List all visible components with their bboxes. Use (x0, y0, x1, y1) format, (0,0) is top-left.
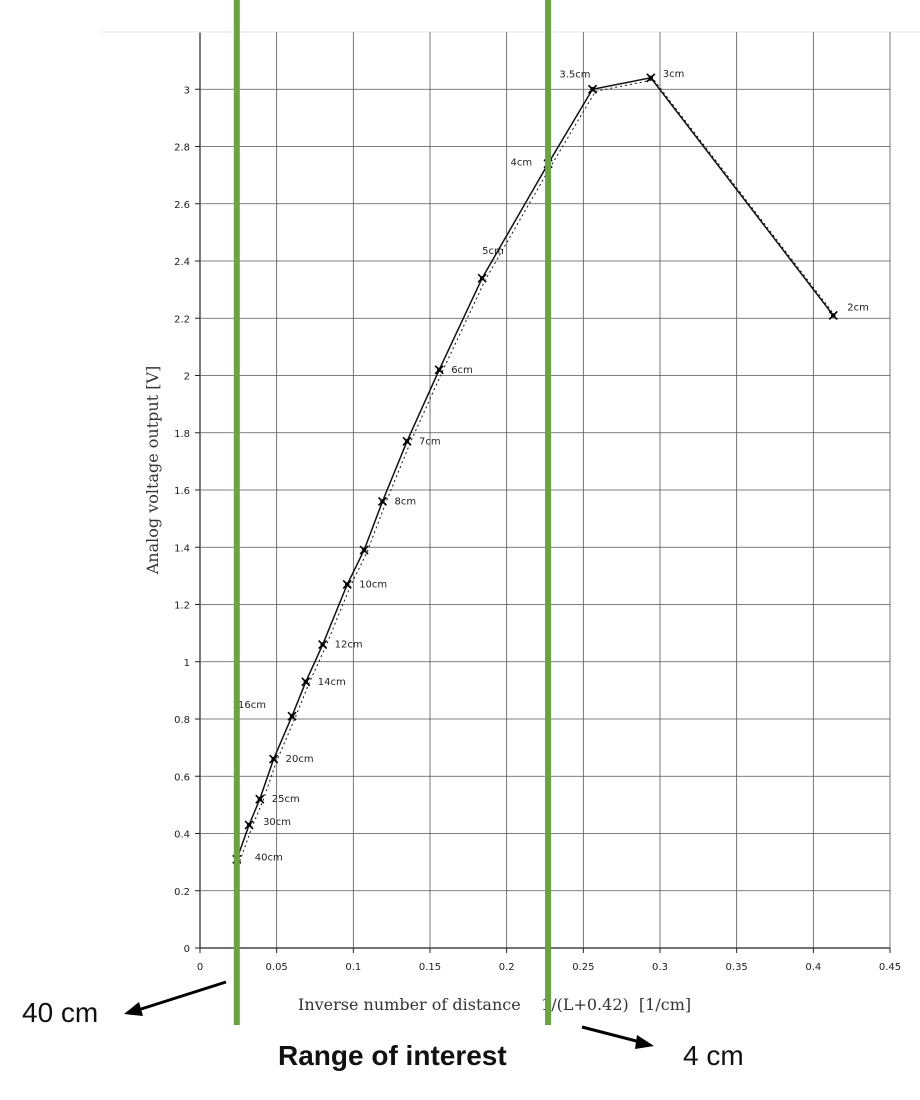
x-axis-label: Inverse number of distance 1/(L+0.42) [1… (298, 995, 691, 1014)
x-tick-label: 0.1 (345, 962, 361, 973)
point-label: 40cm (255, 852, 283, 863)
data-point (828, 310, 838, 320)
y-tick-label: 1 (184, 658, 190, 669)
data-point (244, 820, 254, 830)
point-label: 25cm (272, 794, 300, 805)
point-label: 30cm (263, 817, 291, 828)
y-tick-label: 2.6 (174, 200, 190, 211)
series-line-dotted (239, 79, 837, 862)
x-tick-label: 0.45 (879, 962, 901, 973)
data-point (434, 365, 444, 375)
left-arrow (124, 980, 227, 1016)
point-labels: 40cm 30cm 25cm 20cm 16cm 14cm 12cm 10cm 8cm 7cm 6c… (238, 69, 869, 863)
data-point (359, 545, 369, 555)
data-point (377, 496, 388, 507)
point-label: 12cm (335, 640, 363, 651)
series-line (236, 76, 834, 860)
data-point (318, 640, 328, 650)
y-tick-label: 0.4 (174, 830, 190, 841)
point-label: 7cm (419, 436, 441, 447)
x-tick-label: 0.35 (726, 962, 748, 973)
x-tick-label: 0.15 (419, 962, 441, 973)
y-tick-label: 1.4 (174, 543, 190, 554)
data-point (402, 436, 412, 446)
range-of-interest-lines (233, 0, 552, 1025)
x-tick-label: 0.4 (805, 962, 821, 973)
point-label: 16cm (238, 700, 266, 711)
y-tick-label: 2 (184, 372, 190, 383)
data-point (287, 711, 297, 721)
grid-lines (100, 31, 920, 953)
point-label: 3cm (663, 69, 685, 80)
point-label: 8cm (394, 496, 416, 507)
right-arrow-label: 4 cm (683, 1040, 744, 1071)
data-point (342, 579, 352, 590)
y-tick-label: 0.6 (174, 772, 190, 783)
data-series (232, 73, 838, 864)
x-tick-label: 0.05 (266, 962, 288, 973)
point-label: 2cm (847, 302, 869, 313)
y-tick-label: 3 (184, 85, 190, 96)
left-arrow-label: 40 cm (22, 997, 98, 1028)
y-tick-label: 0.2 (174, 887, 190, 898)
data-point (477, 273, 487, 283)
y-tick-label: 1.2 (174, 601, 190, 612)
right-arrow (581, 1025, 654, 1049)
y-tick-label: 0 (184, 944, 190, 955)
point-label: 6cm (451, 365, 473, 376)
data-point (255, 794, 265, 804)
point-label: 4cm (510, 158, 532, 169)
y-tick-label: 0.8 (174, 715, 190, 726)
data-point (587, 84, 598, 94)
x-tick-label: 0 (197, 962, 203, 973)
y-tick-label: 2.8 (174, 143, 190, 154)
y-axis-label: Analog voltage output [V] (143, 366, 162, 576)
point-label: 20cm (286, 754, 314, 765)
data-point (301, 677, 311, 687)
point-label: 5cm (482, 246, 504, 257)
data-point (646, 73, 656, 83)
y-tick-label: 2.4 (174, 257, 190, 268)
range-of-interest-label: Range of interest (278, 1040, 507, 1071)
point-label: 14cm (318, 677, 346, 688)
y-tick-label: 1.6 (174, 486, 190, 497)
x-tick-label: 0.25 (572, 962, 594, 973)
y-tick-label: 2.2 (174, 314, 190, 325)
y-tick-label: 1.8 (174, 429, 190, 440)
tick-labels: 0 0.05 0.1 0.15 0.2 0.25 0.3 0.35 0.4 0.45 0 0.2 0.4… (174, 85, 901, 973)
point-label: 3.5cm (559, 69, 590, 80)
point-label: 10cm (359, 579, 387, 590)
data-point (269, 754, 279, 764)
x-tick-label: 0.3 (652, 962, 668, 973)
x-tick-label: 0.2 (499, 962, 515, 973)
